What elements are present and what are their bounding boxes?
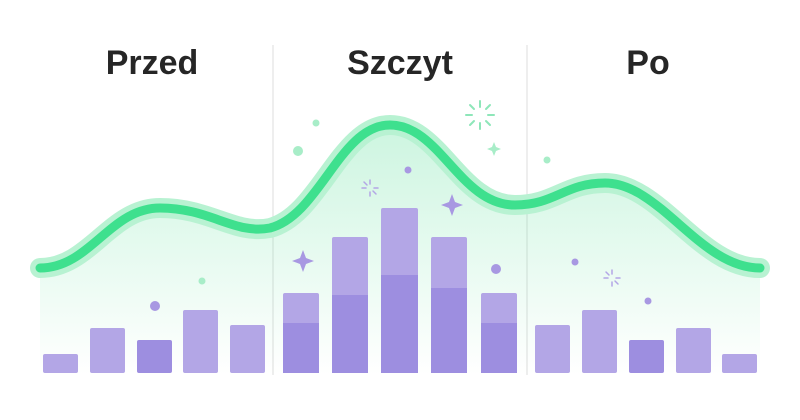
dot <box>293 146 303 156</box>
decorations <box>150 100 652 311</box>
bar-part <box>332 295 368 373</box>
dot <box>198 277 206 285</box>
burst <box>465 100 495 130</box>
dot <box>312 119 320 127</box>
bar-part <box>381 275 418 373</box>
sparkle <box>292 250 314 272</box>
burst <box>603 269 621 287</box>
bar <box>676 328 711 373</box>
bar <box>629 340 664 373</box>
dot <box>644 297 652 305</box>
bar <box>535 325 570 373</box>
heading: Przed <box>106 44 199 82</box>
heading: Szczyt <box>347 44 453 82</box>
bar-part <box>481 323 517 373</box>
bar <box>43 354 78 373</box>
sparkle <box>487 142 501 156</box>
dot <box>491 264 501 274</box>
bar <box>582 310 617 373</box>
curve <box>35 120 765 273</box>
dot <box>571 258 579 266</box>
burst <box>361 179 379 197</box>
bar <box>183 310 218 373</box>
bars <box>43 208 757 373</box>
bar <box>230 325 265 373</box>
dot <box>543 156 551 164</box>
bar-part <box>431 288 467 373</box>
bar <box>722 354 757 373</box>
bar-part <box>283 323 319 373</box>
heading: Po <box>626 44 669 82</box>
bar <box>90 328 125 373</box>
bar <box>137 340 172 373</box>
dot <box>404 166 412 174</box>
dot <box>150 301 160 311</box>
sparkle <box>441 194 463 216</box>
